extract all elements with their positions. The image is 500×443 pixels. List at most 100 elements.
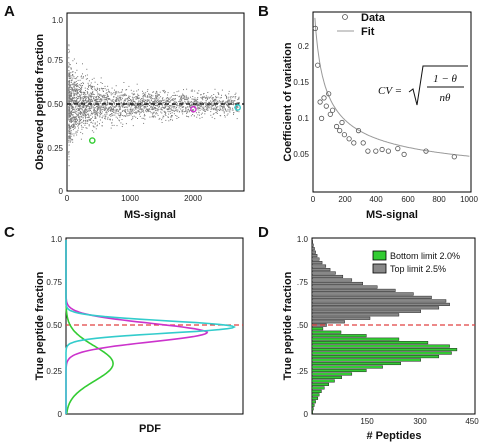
panel-a-point [115, 92, 117, 94]
panel-a-point [86, 109, 88, 111]
panel-a-point [228, 93, 230, 95]
panel-a-point [174, 98, 176, 100]
panel-a-point [73, 101, 75, 103]
panel-a-point [150, 99, 152, 101]
panel-d-bar [311, 386, 325, 390]
panel-a-point [103, 101, 105, 103]
panel-a-point [88, 110, 90, 112]
panel-b-xtick: 800 [432, 195, 446, 204]
panel-a-point [207, 109, 209, 111]
panel-a-point [104, 88, 106, 90]
panel-a-point [80, 138, 82, 140]
panel-a-point [106, 113, 108, 115]
panel-a-point [73, 102, 75, 104]
panel-a-point [80, 111, 81, 113]
panel-a-point [109, 118, 111, 120]
panel-a-point [105, 98, 107, 100]
panel-a-point [160, 107, 162, 109]
panel-a-point [74, 86, 76, 88]
panel-a-point [131, 110, 133, 112]
panel-a-point [147, 99, 149, 101]
panel-a-point [74, 109, 76, 111]
panel-a-point [149, 116, 151, 118]
panel-a-point [100, 111, 101, 113]
panel-a-point [77, 106, 79, 107]
panel-a-point [84, 108, 86, 110]
panel-a-point [68, 102, 70, 104]
panel-a-point [158, 97, 160, 99]
panel-a-point [107, 101, 108, 103]
panel-a-point [157, 101, 159, 103]
panel-a-point [185, 99, 187, 101]
panel-a-point [70, 72, 72, 74]
panel-a-point [194, 99, 196, 101]
panel-a-point [156, 109, 158, 111]
panel-c-curve-magenta [65, 240, 209, 414]
panel-a-point [71, 124, 73, 126]
panel-a-point [213, 105, 215, 106]
panel-a-point [99, 116, 101, 118]
panel-a-point [88, 124, 90, 126]
panel-a-point [119, 107, 121, 109]
panel-a-point [72, 111, 74, 113]
panel-b-xtick: 0 [311, 195, 316, 204]
panel-a-point [216, 110, 218, 112]
panel-a-point [134, 104, 135, 106]
panel-a-point [112, 99, 114, 100]
panel-a-point [84, 94, 86, 96]
panel-a-point [156, 99, 158, 101]
panel-a-point [102, 96, 104, 98]
panel-a-point [165, 99, 167, 101]
panel-a-point [143, 92, 145, 94]
panel-a-point [187, 96, 189, 98]
panel-a-point [110, 107, 112, 109]
panel-a-point [179, 105, 181, 107]
panel-a-point [70, 91, 72, 93]
panel-a-point [124, 94, 126, 96]
panel-a-point [234, 94, 236, 95]
panel-a-point [132, 116, 134, 118]
panel-a-point [96, 105, 98, 107]
panel-a-point [80, 124, 82, 126]
panel-a-point [106, 93, 108, 95]
panel-a-point [99, 108, 101, 110]
panel-a-point [134, 93, 136, 95]
panel-a-point [106, 92, 108, 93]
panel-d-bar [311, 396, 319, 400]
panel-a-point [238, 111, 240, 113]
panel-a-point [75, 91, 76, 93]
panel-a-point [118, 109, 120, 111]
panel-a-point [201, 116, 203, 118]
panel-a-point [68, 62, 70, 64]
panel-d-ylabel: True peptide fraction [282, 271, 294, 380]
panel-a-point [139, 113, 140, 115]
panel-a-point [113, 102, 115, 104]
panel-a-point [131, 104, 133, 106]
panel-a-point [116, 104, 117, 106]
panel-a-point [73, 85, 75, 87]
panel-a-point [210, 109, 212, 110]
panel-a-point [96, 114, 98, 116]
panel-c-ytick: 0.50 [46, 321, 62, 330]
panel-a-point [211, 107, 213, 109]
panel-a-point [76, 134, 78, 136]
panel-a-point [136, 112, 138, 113]
panel-a-point [198, 102, 200, 104]
panel-a-point [199, 114, 200, 116]
panel-a-point [87, 108, 89, 110]
panel-a-point [76, 111, 78, 113]
panel-a-point [71, 71, 73, 73]
panel-a-point [78, 109, 80, 111]
panel-a-highlight-point [190, 105, 197, 113]
panel-a-point [121, 89, 123, 91]
panel-a-point [89, 118, 91, 120]
panel-a-point [154, 103, 156, 105]
panel-a-point [216, 112, 218, 114]
panel-a-point [217, 109, 219, 110]
panel-a-point [99, 115, 101, 117]
panel-a-point [164, 111, 166, 113]
panel-a-point [198, 112, 200, 114]
panel-a-point [69, 88, 71, 90]
panel-a-point [234, 97, 236, 99]
panel-a-point [85, 116, 87, 118]
